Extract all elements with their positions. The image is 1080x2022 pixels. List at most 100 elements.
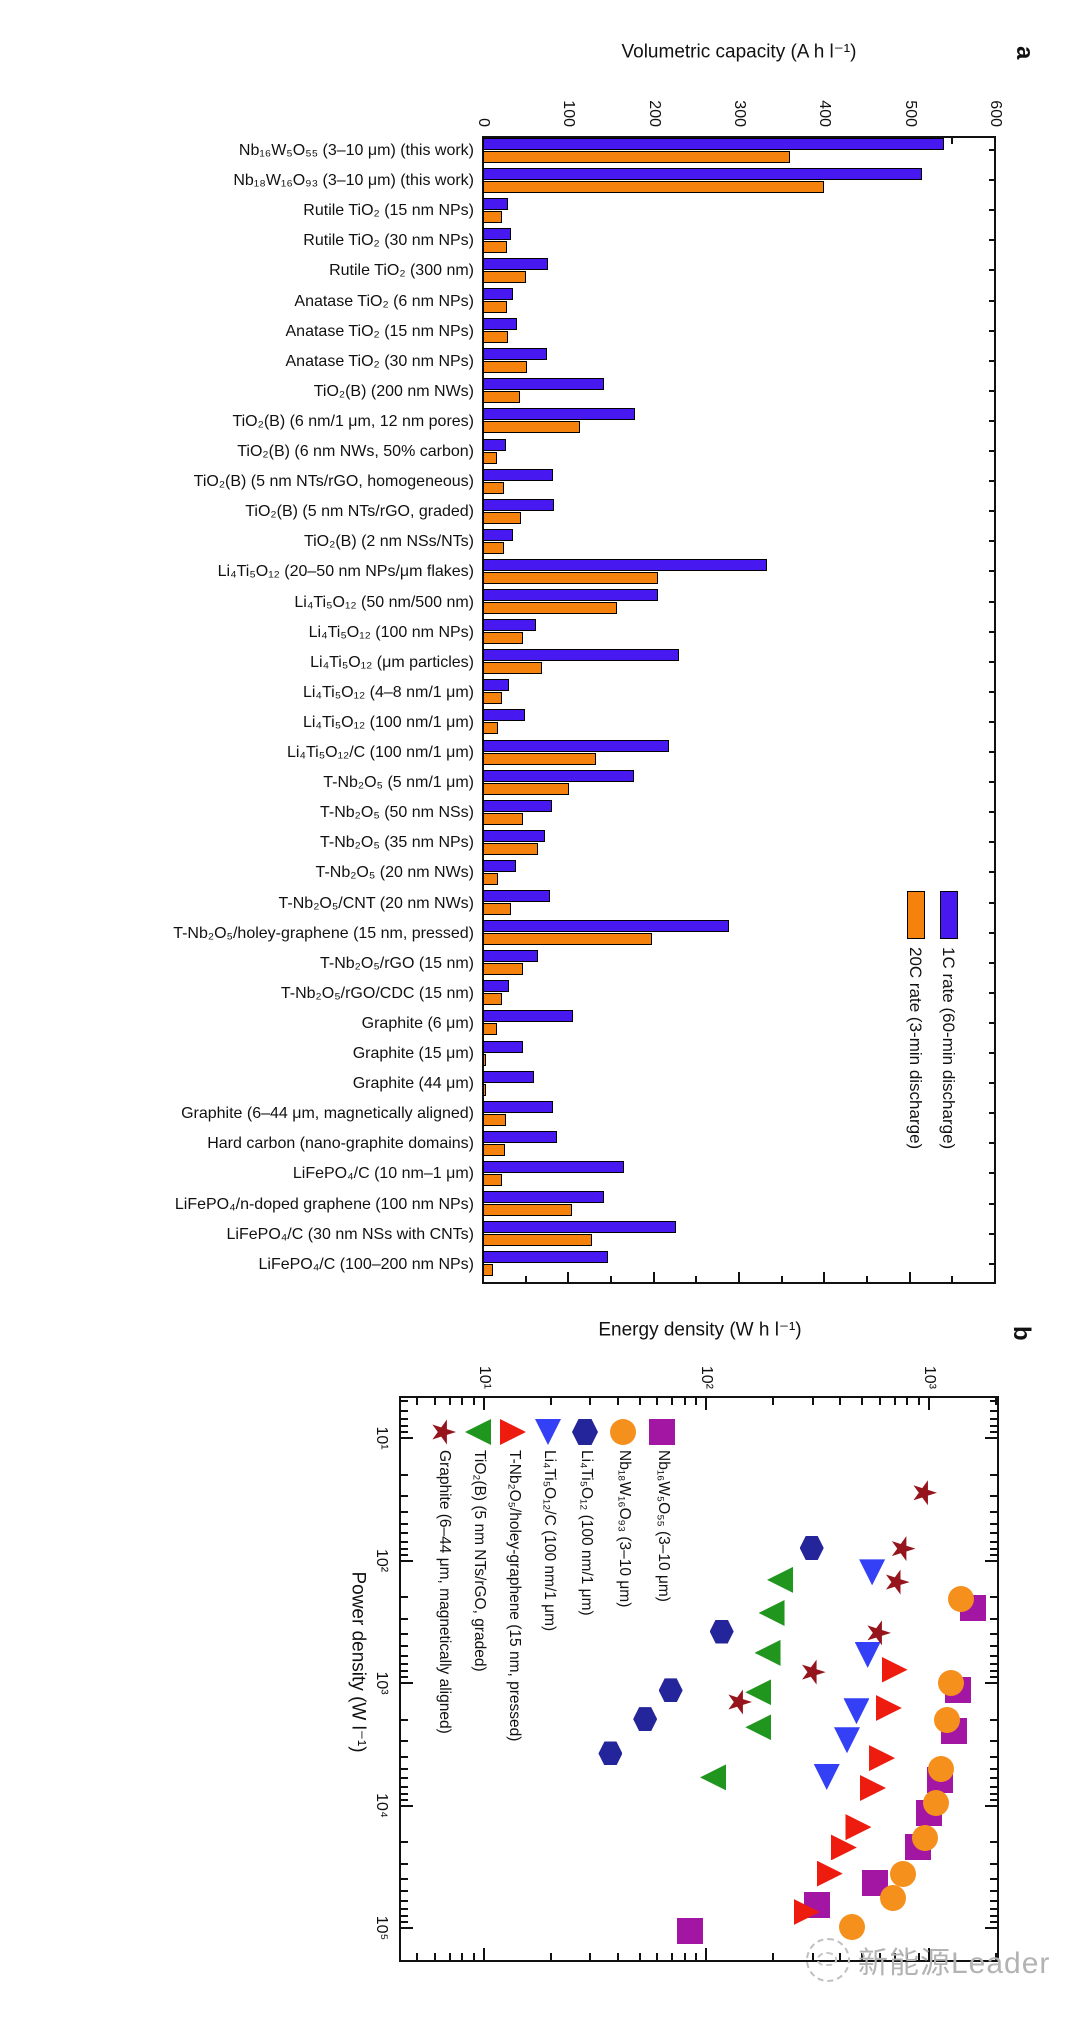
category-label: T-Nb₂O₅ (5 nm/1 μm)	[323, 774, 474, 792]
panel-b-ytick	[671, 1398, 674, 1405]
panel-b-xtick	[401, 1767, 408, 1770]
category-label: T-Nb₂O₅ (20 nm NWs)	[315, 864, 474, 882]
panel-b-xtick-label: 10⁵	[373, 1915, 390, 1941]
bar-20c	[483, 782, 570, 795]
panel-b-xtick-mirror	[985, 1682, 997, 1684]
panel-b-ytick	[994, 1398, 997, 1405]
panel-a-category-tick	[989, 239, 995, 242]
panel-b-ytick	[917, 1398, 920, 1405]
scatter-point-hexagon	[659, 1678, 683, 1702]
panel-a-category-tick	[989, 811, 995, 814]
panel-b-ytick	[906, 1398, 909, 1405]
panel-b-ytick-mirror	[589, 1953, 592, 1960]
panel-b-xtick	[401, 1915, 408, 1918]
bar-20c	[483, 1234, 593, 1247]
panel-b-ytick	[705, 1398, 708, 1410]
category-label: T-Nb₂O₅/rGO/CDC (15 nm)	[280, 984, 474, 1002]
panel-b-xtick-mirror	[990, 1777, 997, 1780]
category-label: Graphite (6–44 μm, magnetically aligned)	[181, 1105, 474, 1123]
panel-a-ytick-label: 100	[560, 100, 578, 127]
bar-1c	[483, 980, 509, 993]
bar-1c	[483, 167, 923, 180]
bar-20c	[483, 602, 617, 614]
panel-a-category-tick	[989, 480, 995, 483]
bar-20c	[483, 963, 524, 976]
scatter-point-triangle-up	[882, 1657, 908, 1683]
panel-b-xtick-mirror	[990, 1841, 997, 1844]
category-label: T-Nb₂O₅ (50 nm NSs)	[319, 804, 474, 822]
bar-20c	[483, 421, 581, 434]
panel-b-xtick-mirror	[990, 1495, 997, 1498]
category-label: Li₄Ti₅O₁₂ (μm particles)	[310, 653, 474, 671]
panel-b-xtick-mirror	[990, 1418, 997, 1421]
scatter-point-triangle-up	[869, 1745, 895, 1771]
category-label: Li₄Ti₅O₁₂ (20–50 nm NPs/μm flakes)	[217, 563, 474, 581]
category-label: Nb₁₆W₅O₅₅ (3–10 μm) (this work)	[238, 142, 474, 159]
watermark-text: 新能源Leader	[858, 1947, 1051, 1980]
panel-b-xtick	[401, 1755, 408, 1758]
panel-a-ytick	[951, 138, 954, 144]
bar-1c	[483, 1100, 553, 1113]
legend-label-20c: 20C rate (3-min discharge)	[906, 947, 925, 1150]
panel-a-category-tick	[989, 329, 995, 332]
bar-20c	[483, 391, 520, 404]
panel-a-category-tick	[989, 660, 995, 663]
panel-b-xtick-label: 10¹	[373, 1426, 390, 1450]
panel-b-xtick-label: 10⁴	[373, 1793, 390, 1818]
panel-a-category-tick	[989, 389, 995, 392]
panel-b-xtick-mirror	[990, 1547, 997, 1550]
panel-letter-b: b	[1008, 1326, 1035, 1341]
panel-b-ytick	[433, 1398, 436, 1405]
panel-a-category-tick	[989, 1052, 995, 1054]
panel-b-xtick-mirror	[990, 1532, 997, 1535]
legend-item-label: TiO₂(B) (5 nm NTs/rGO, graded)	[471, 1450, 488, 1672]
bar-20c	[483, 481, 505, 494]
panel-b-xtick-mirror	[990, 1915, 997, 1918]
panel-b-xtick-mirror	[990, 1755, 997, 1758]
category-label: Anatase TiO₂ (30 nm NPs)	[285, 352, 475, 370]
category-label: Li₄Ti₅O₁₂/C (100 nm/1 μm)	[286, 744, 474, 761]
panel-b-ytick-mirror	[448, 1953, 451, 1960]
scatter-point-square	[676, 1917, 703, 1944]
scatter-point-triangle-up	[817, 1861, 843, 1887]
scatter-point-hexagon	[598, 1741, 622, 1765]
category-label: T-Nb₂O₅/rGO (15 nm)	[319, 954, 474, 972]
panel-b-xtick-mirror	[990, 1473, 997, 1476]
panel-b-xtick	[401, 1740, 408, 1743]
panel-a-category-tick	[989, 510, 995, 513]
panel-a-category-tick	[989, 359, 995, 362]
panel-b-xtick	[401, 1425, 408, 1428]
panel-b-ytick	[483, 1398, 485, 1410]
panel-b-xtick	[401, 1418, 408, 1421]
bar-20c	[483, 872, 498, 885]
scatter-point-circle	[947, 1585, 974, 1612]
panel-b-xtick-mirror	[990, 1553, 997, 1556]
panel-a-category-tick	[989, 1262, 995, 1265]
category-label: Rutile TiO₂ (15 nm NPs)	[303, 202, 474, 220]
panel-b-xtick-mirror	[990, 1522, 997, 1525]
panel-b-xtick	[401, 1878, 408, 1881]
bar-1c	[483, 438, 507, 451]
panel-a-category-tick	[989, 149, 995, 151]
bar-20c	[483, 301, 507, 313]
bar-1c	[483, 739, 670, 752]
panel-b-xtick-mirror	[985, 1437, 997, 1439]
bar-1c	[483, 468, 553, 481]
category-label: Li₄Ti₅O₁₂ (4–8 nm/1 μm)	[302, 683, 474, 701]
category-label: LiFePO₄/n-doped graphene (100 nm NPs)	[174, 1195, 474, 1213]
bar-20c	[483, 1204, 572, 1216]
legend-symbol-star	[430, 1419, 456, 1445]
panel-a-category-tick	[989, 720, 995, 723]
panel-b-ytick	[638, 1398, 641, 1405]
scatter-point-triangle-down	[700, 1764, 726, 1790]
category-label: T-Nb₂O₅/CNT (20 nm NWs)	[278, 894, 474, 912]
bar-1c	[483, 769, 635, 782]
panel-b-xtick	[401, 1899, 408, 1902]
bar-1c	[483, 197, 508, 210]
panel-b-ytick	[461, 1398, 464, 1405]
panel-a-ytick-mirror	[866, 1276, 868, 1282]
panel-b-xtick-mirror	[990, 1899, 997, 1902]
panel-b-xtick	[401, 1663, 408, 1666]
scatter-point-star	[800, 1659, 826, 1685]
legend-item-label: Nb₁₈W₁₆O₉₃ (3–10 μm)	[616, 1450, 633, 1608]
